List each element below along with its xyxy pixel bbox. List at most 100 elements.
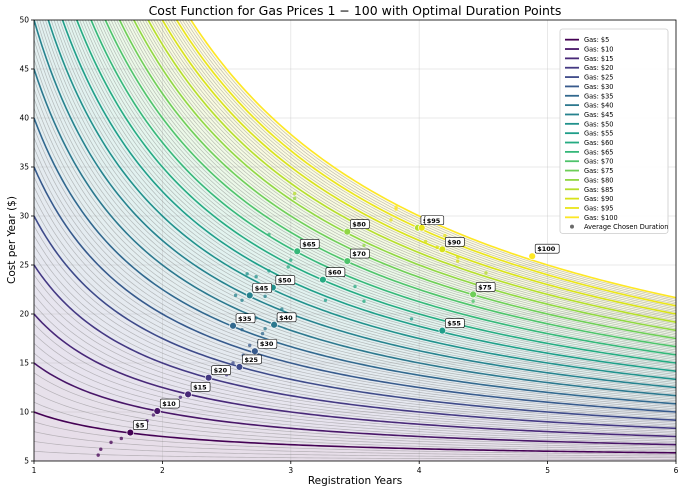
background-curve (107, 20, 676, 346)
legend-label: Gas: $25 (584, 74, 614, 82)
background-curve (56, 20, 676, 375)
background-curve (34, 157, 676, 411)
scatter-point (280, 307, 284, 311)
background-curve (73, 20, 676, 365)
point-label: $65 (302, 240, 316, 248)
point-label-box (190, 382, 211, 392)
series-curve (132, 20, 676, 332)
legend-label: Gas: $100 (584, 214, 618, 222)
scatter-point (362, 243, 366, 248)
point-label: $90 (447, 238, 461, 246)
background-curve (34, 441, 676, 459)
series-curve (34, 215, 676, 421)
scatter-point (233, 293, 238, 298)
optimal-point (251, 347, 259, 355)
optimal-point (270, 321, 278, 329)
series-curve (161, 20, 676, 315)
background-curve (34, 431, 676, 457)
background-curve (34, 235, 676, 424)
legend-label: Gas: $95 (584, 204, 614, 212)
background-curve (34, 225, 676, 423)
background-curve (34, 49, 676, 393)
scatter-point (109, 440, 113, 445)
series-curve (90, 20, 676, 356)
background-curve (164, 20, 676, 313)
point-label: $15 (193, 383, 207, 391)
point-label-box (211, 365, 231, 376)
background-curve (34, 343, 676, 442)
point-label: $25 (244, 356, 258, 364)
background-curve (110, 20, 676, 344)
optimal-point (343, 227, 351, 236)
legend-label: Gas: $65 (584, 148, 614, 156)
optimal-point (293, 247, 301, 255)
scatter-point (471, 299, 475, 303)
point-label-box (325, 267, 346, 278)
background-curve (34, 206, 676, 419)
background-curve (181, 20, 676, 303)
legend-label: Average Chosen Duration (584, 223, 668, 231)
background-curve (34, 294, 676, 434)
point-label-box (133, 420, 148, 430)
point-label: $95 (427, 217, 441, 225)
scatter-point (263, 294, 267, 299)
background-curve (65, 20, 676, 370)
legend-label: Gas: $5 (584, 36, 609, 44)
legend-label: Gas: $20 (584, 64, 614, 72)
background-curve (84, 20, 676, 359)
band-fill (34, 363, 676, 453)
y-tick-label: 30 (19, 212, 29, 221)
point-label-box (257, 338, 278, 349)
series-curve (75, 20, 676, 364)
background-curve (34, 323, 676, 439)
point-label-box (475, 282, 496, 292)
optimal-point (418, 224, 426, 232)
band-fill (76, 20, 676, 363)
background-curve (34, 450, 676, 460)
background-curve (124, 20, 676, 336)
series-curve (34, 362, 676, 446)
legend-label: Gas: $60 (584, 139, 614, 147)
point-label-box (299, 238, 320, 249)
y-tick-label: 5 (24, 457, 29, 466)
series-curve (47, 20, 676, 381)
optimal-point (235, 363, 244, 371)
background-curve (184, 20, 676, 302)
legend-label: Gas: $40 (584, 102, 614, 110)
optimal-points (126, 224, 536, 437)
point-label: $35 (238, 315, 252, 323)
band-fill (34, 265, 676, 437)
scatter-point (119, 436, 124, 441)
x-tick-label: 4 (417, 466, 422, 475)
optimal-point (229, 322, 237, 330)
background-curve (187, 20, 676, 300)
legend-label: Gas: $75 (584, 167, 614, 175)
point-label: $5 (135, 422, 145, 430)
background-curve (127, 20, 676, 334)
point-label: $100 (537, 245, 556, 253)
scatter-point (484, 271, 488, 275)
series-curve (189, 20, 676, 299)
scatter-point (240, 327, 244, 332)
legend-label: Gas: $50 (584, 120, 614, 128)
point-label: $40 (279, 314, 293, 322)
y-axis-ticks: 5 10 15 20 25 30 35 40 45 50 (19, 16, 34, 466)
legend-label: Gas: $55 (584, 130, 614, 138)
background-curve (34, 59, 676, 395)
point-label-box (424, 215, 445, 226)
fill-layer (34, 20, 676, 461)
background-curve (34, 39, 676, 392)
series-curve (34, 166, 676, 413)
scatter-point (245, 272, 249, 276)
background-curve (93, 20, 676, 354)
series-curve (175, 20, 676, 307)
y-axis-label: Cost per Year ($) (6, 196, 18, 284)
background-curve (34, 127, 676, 406)
background-curve (173, 20, 676, 308)
scatter-point (248, 343, 252, 348)
scatter-point (353, 284, 357, 289)
y-tick-label: 50 (19, 16, 29, 25)
